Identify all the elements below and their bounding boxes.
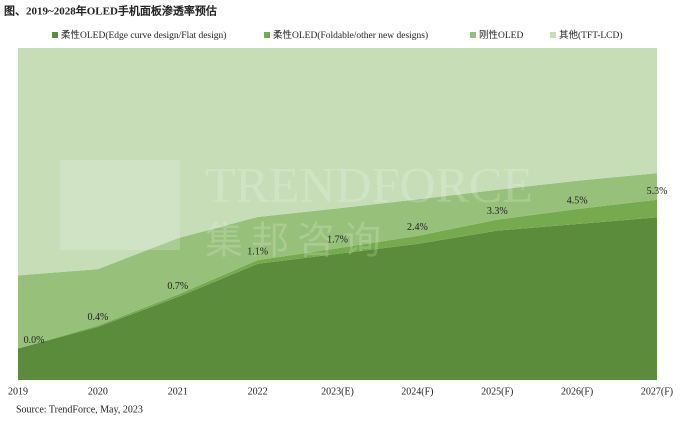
- data-label: 0.7%: [167, 281, 188, 292]
- x-tick-label: 2021: [168, 386, 188, 397]
- area: [18, 217, 657, 380]
- x-tick-label: 2023(E): [321, 386, 354, 397]
- x-tick-label: 2027(F): [641, 386, 673, 397]
- x-tick-label: 2019: [8, 386, 28, 397]
- watermark: TRENDFORCE 集邦咨询: [60, 156, 533, 263]
- data-label: 5.3%: [647, 186, 668, 197]
- data-label: 0.0%: [24, 335, 45, 346]
- legend-label: 刚性OLED: [479, 29, 523, 41]
- legend-label: 其他(TFT-LCD): [559, 29, 623, 41]
- x-tick-label: 2020: [88, 386, 108, 397]
- legend-swatch: [550, 32, 556, 38]
- data-label: 4.5%: [567, 195, 588, 206]
- source: Source: TrendForce, May, 2023: [16, 404, 143, 415]
- watermark-text: TRENDFORCE: [205, 156, 533, 212]
- data-label: 0.4%: [87, 312, 108, 323]
- legend-label: 柔性OLED(Foldable/other new designs): [273, 29, 428, 41]
- legend-swatch: [52, 32, 58, 38]
- data-label: 3.3%: [487, 206, 508, 217]
- x-tick-label: 2026(F): [561, 386, 593, 397]
- data-label: 1.1%: [247, 246, 268, 257]
- area: [18, 199, 657, 349]
- x-tick-label: 2024(F): [401, 386, 433, 397]
- watermark-text: 集邦咨询: [205, 221, 389, 263]
- legend-swatch: [264, 32, 270, 38]
- data-label: 1.7%: [327, 234, 348, 245]
- x-tick-label: 2022: [248, 386, 268, 397]
- chart-title: 图、2019~2028年OLED手机面板渗透率预估: [4, 4, 217, 18]
- legend-label: 柔性OLED(Edge curve design/Flat design): [61, 29, 226, 41]
- legend-swatch: [470, 32, 476, 38]
- watermark-logo: [60, 160, 180, 250]
- area: [18, 48, 657, 276]
- area: [18, 173, 657, 349]
- data-label: 2.4%: [407, 222, 428, 233]
- x-tick-label: 2025(F): [481, 386, 513, 397]
